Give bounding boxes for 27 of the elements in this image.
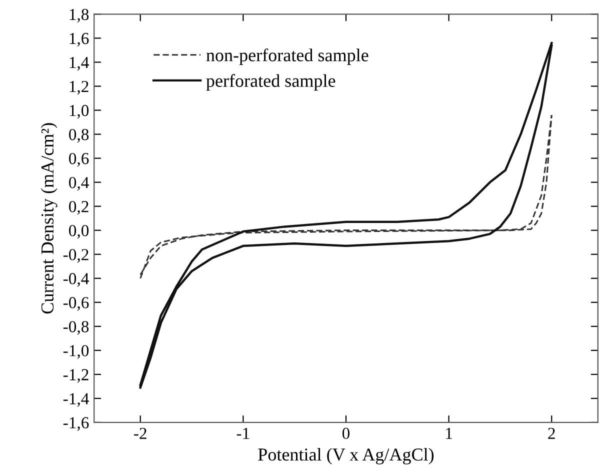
x-tick-label: 1: [446, 428, 452, 439]
y-tick-label: -0,2: [63, 249, 88, 263]
x-axis-title: Potential (V x Ag/AgCl): [258, 448, 434, 464]
y-tick-label: -0,6: [63, 297, 89, 311]
y-tick-label: -1,4: [63, 393, 89, 407]
x-tick-label: -2: [134, 428, 146, 439]
y-tick-label: 0,8: [69, 128, 89, 143]
y-tick-label: 1,2: [70, 80, 88, 95]
x-tick-label: -1: [236, 428, 250, 439]
y-tick-label: -0,8: [63, 321, 89, 335]
x-tick-label: 0: [342, 428, 350, 440]
y-tick-label: 1,0: [70, 104, 89, 119]
y-tick-label: 0,4: [69, 176, 89, 191]
y-tick-label: 0,6: [69, 152, 89, 167]
y-tick-label: 1,6: [70, 32, 89, 47]
y-tick-label: 0,0: [69, 225, 89, 239]
y-tick-label: -0,4: [63, 273, 89, 287]
y-tick-label: -1,6: [63, 417, 89, 431]
y-axis-title: Current Density (mA/cm²): [40, 123, 58, 314]
y-tick-label: 1,8: [70, 8, 89, 23]
x-tick-label: 2: [548, 428, 555, 439]
y-tick-label: 1,4: [70, 56, 89, 71]
y-tick-label: -1,2: [63, 369, 88, 383]
legend-label: non-perforated sample: [206, 48, 368, 66]
y-tick-label: -1,0: [63, 345, 89, 359]
y-tick-label: 0,2: [69, 200, 88, 215]
legend-label: perforated sample: [206, 74, 336, 91]
